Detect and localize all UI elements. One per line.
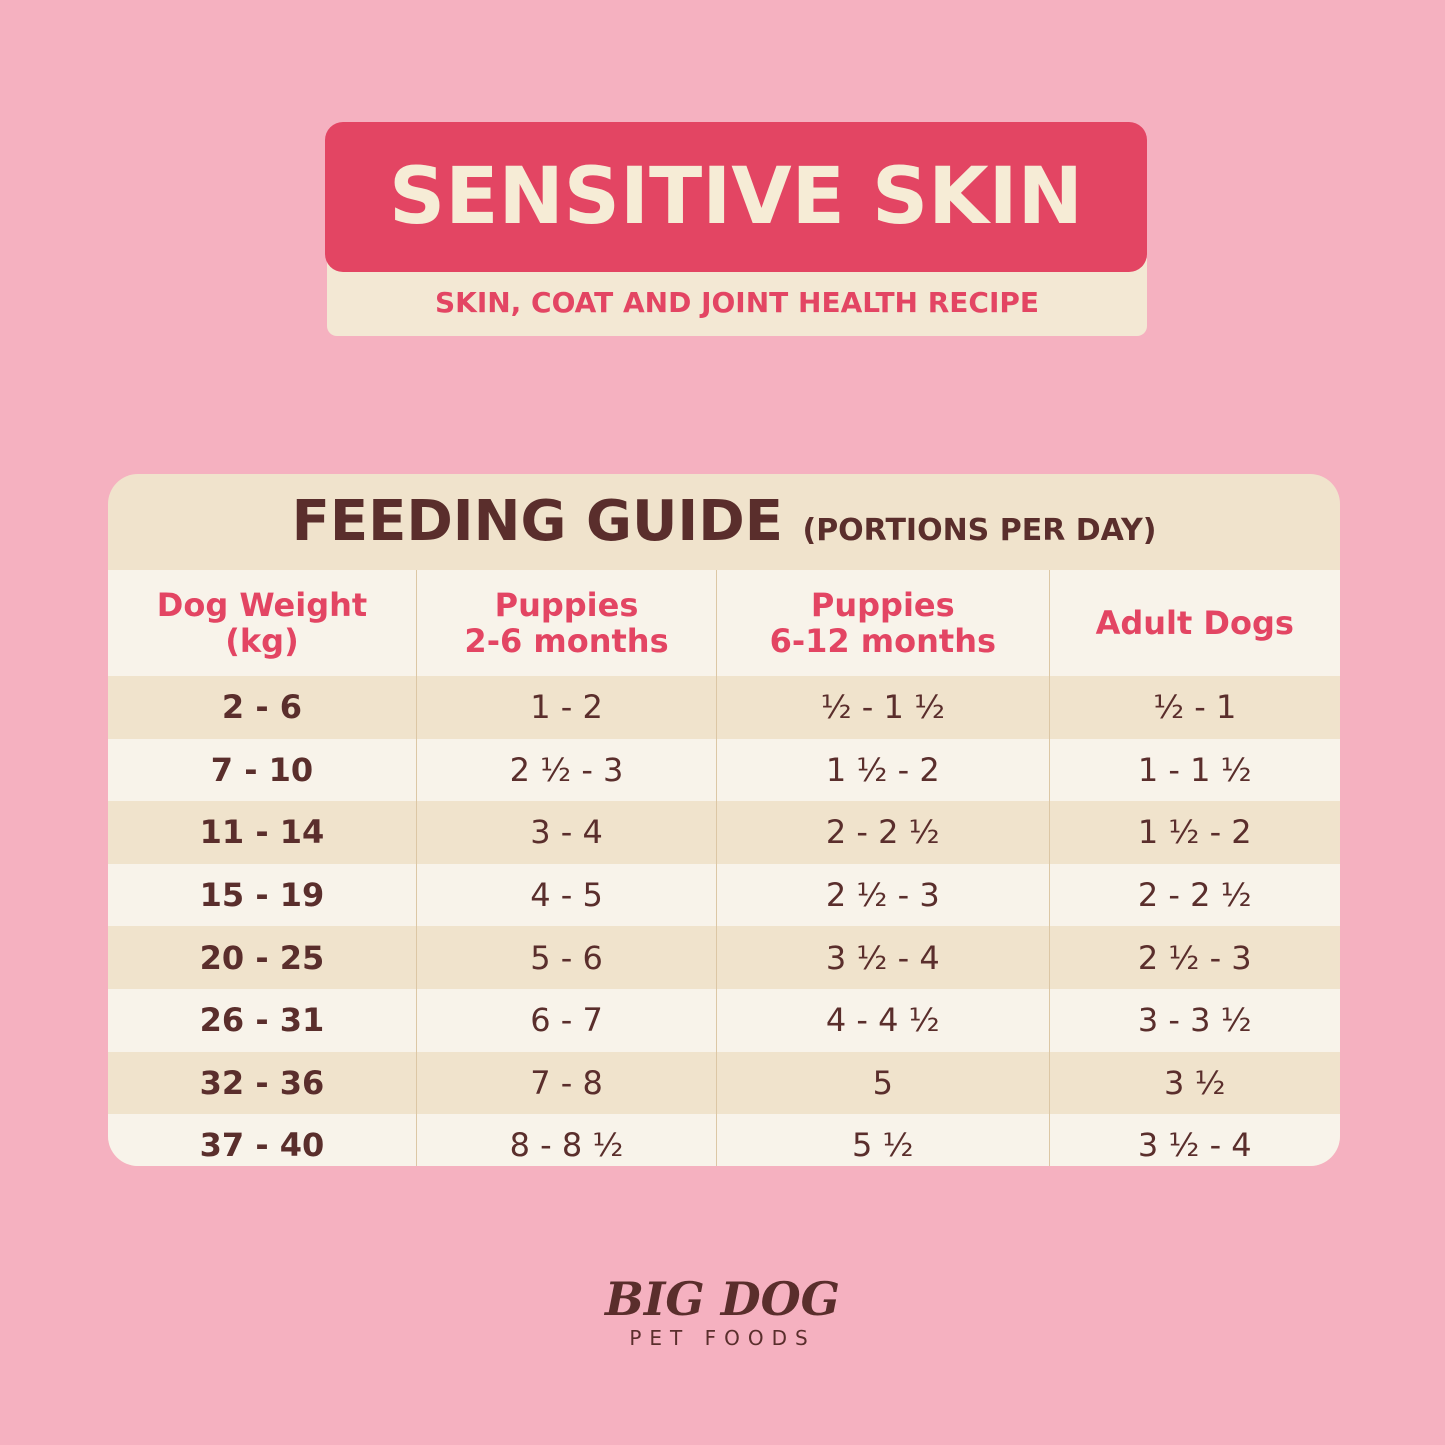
cell: 7 - 8 bbox=[415, 1051, 717, 1115]
cell: 5 - 6 bbox=[415, 926, 717, 989]
brand-sub: PET FOODS bbox=[629, 1326, 816, 1350]
brand-name: BIG DOG bbox=[605, 1272, 840, 1326]
column-header: Puppies 6-12 months bbox=[716, 570, 1049, 676]
cell: 1 - 2 bbox=[415, 676, 717, 739]
cell: 7 - 10 bbox=[108, 738, 417, 802]
cell: 15 - 19 bbox=[108, 863, 417, 927]
column-header: Adult Dogs bbox=[1048, 570, 1340, 676]
cell: 2 - 2 ½ bbox=[716, 801, 1049, 864]
header-line: Puppies bbox=[494, 586, 639, 624]
cell: 5 bbox=[716, 1051, 1049, 1115]
header-line: 2-6 months bbox=[464, 622, 669, 660]
cell: 37 - 40 bbox=[108, 1114, 417, 1166]
feeding-table: Dog Weight (kg) Puppies 2-6 months Puppies 6-… bbox=[108, 570, 1340, 1166]
cell: 2 ½ - 3 bbox=[716, 863, 1049, 927]
cell: 11 - 14 bbox=[108, 801, 417, 864]
cell: 2 ½ - 3 bbox=[415, 738, 717, 802]
cell: 4 - 4 ½ bbox=[716, 988, 1049, 1052]
cell: 32 - 36 bbox=[108, 1051, 417, 1115]
cell: 26 - 31 bbox=[108, 988, 417, 1052]
header-line: (kg) bbox=[225, 622, 299, 660]
title: SENSITIVE SKIN bbox=[325, 122, 1147, 272]
cell: 1 ½ - 2 bbox=[1048, 801, 1340, 864]
header-line: Adult Dogs bbox=[1095, 604, 1294, 642]
header-line: 6-12 months bbox=[769, 622, 997, 660]
cell: 3 ½ bbox=[1048, 1051, 1340, 1115]
cell: 3 ½ - 4 bbox=[716, 926, 1049, 989]
column-header: Dog Weight (kg) bbox=[108, 570, 417, 676]
brand: BIG DOG PET FOODS bbox=[0, 1272, 1445, 1350]
cell: 2 - 2 ½ bbox=[1048, 863, 1340, 927]
card-title: FEEDING GUIDE (PORTIONS PER DAY) bbox=[108, 474, 1340, 570]
cell: 4 - 5 bbox=[415, 863, 717, 927]
cell: 1 ½ - 2 bbox=[716, 738, 1049, 802]
guide-note: (PORTIONS PER DAY) bbox=[802, 513, 1157, 548]
header-line: Puppies bbox=[810, 586, 955, 624]
feeding-card: FEEDING GUIDE (PORTIONS PER DAY) Dog Wei… bbox=[108, 474, 1340, 1166]
cell: 3 - 4 bbox=[415, 801, 717, 864]
cell: 2 ½ - 3 bbox=[1048, 926, 1340, 989]
cell: 6 - 7 bbox=[415, 988, 717, 1052]
cell: 20 - 25 bbox=[108, 926, 417, 989]
cell: 8 - 8 ½ bbox=[415, 1114, 717, 1166]
cell: 3 ½ - 4 bbox=[1048, 1114, 1340, 1166]
cell: ½ - 1 bbox=[1048, 676, 1340, 739]
cell: ½ - 1 ½ bbox=[716, 676, 1049, 739]
header-line: Dog Weight bbox=[156, 586, 368, 624]
cell: 5 ½ bbox=[716, 1114, 1049, 1166]
guide-title: FEEDING GUIDE bbox=[291, 489, 783, 554]
cell: 1 - 1 ½ bbox=[1048, 738, 1340, 802]
column-header: Puppies 2-6 months bbox=[415, 570, 717, 676]
cell: 2 - 6 bbox=[108, 676, 417, 739]
cell: 3 - 3 ½ bbox=[1048, 988, 1340, 1052]
